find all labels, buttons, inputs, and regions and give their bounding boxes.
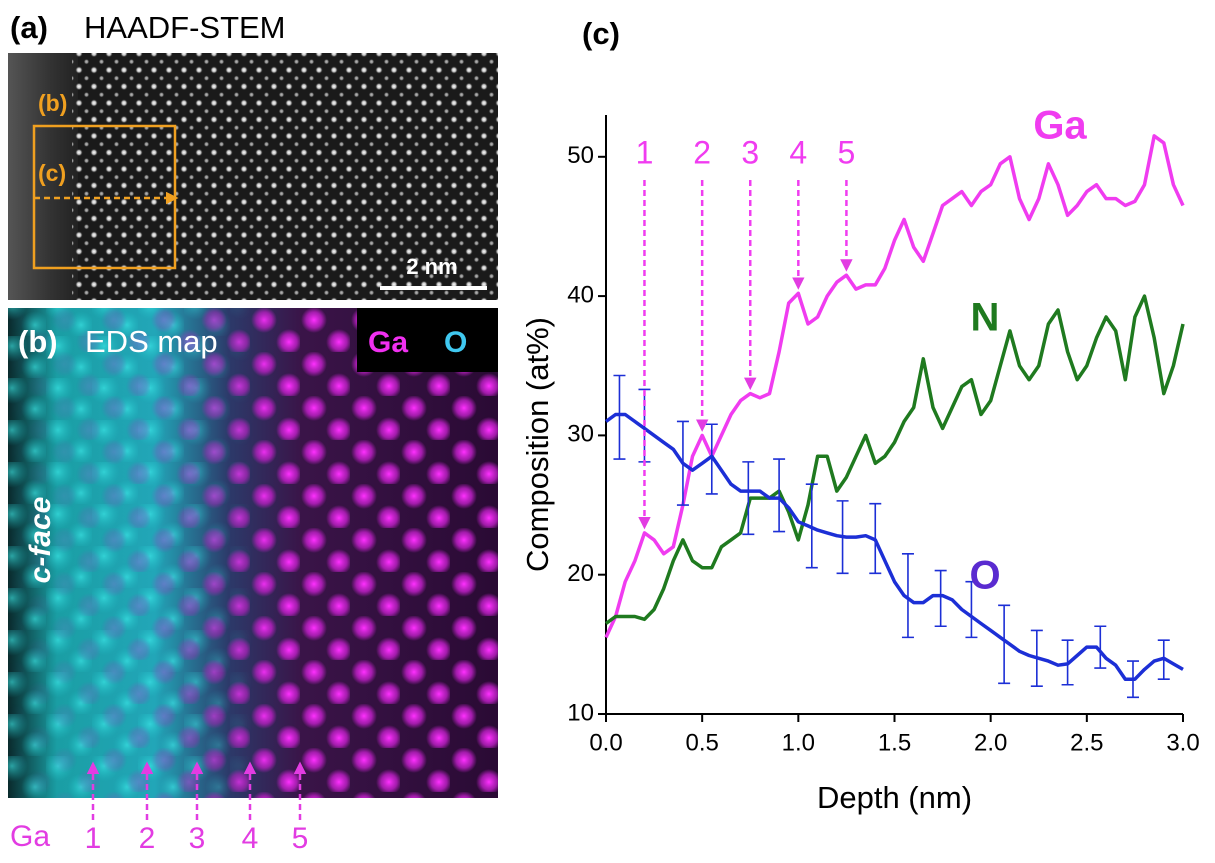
- legend-entry: O: [444, 326, 467, 359]
- column-number: 2: [139, 822, 156, 855]
- series-label: Ga: [1033, 104, 1087, 148]
- x-tick-label: 1.5: [878, 729, 911, 756]
- x-tick-label: 1.0: [782, 729, 815, 756]
- error-bar-line: [934, 569, 947, 628]
- error-bar-line: [901, 553, 914, 639]
- column-number: 4: [242, 822, 259, 855]
- error-bar: [998, 604, 1011, 685]
- series-label: N: [971, 296, 1000, 340]
- series-line: [604, 134, 1185, 639]
- series-label: O: [969, 554, 1000, 598]
- panel-label: (b): [18, 324, 58, 359]
- x-axis-label: Depth (nm): [817, 780, 972, 815]
- legend-entry: Ga: [368, 326, 408, 359]
- error-bar: [869, 502, 882, 575]
- bottom-label: Ga: [10, 820, 50, 853]
- x-tick-label: 2.5: [1070, 729, 1103, 756]
- error-bar-line: [773, 458, 786, 533]
- error-bar: [676, 420, 689, 506]
- y-tick-label: 40: [567, 281, 594, 308]
- error-bar: [1094, 625, 1107, 669]
- column-number: 1: [85, 822, 102, 855]
- error-bar-line: [1126, 660, 1139, 699]
- panel-title: HAADF-STEM: [84, 10, 286, 45]
- panel-title: EDS map: [85, 324, 218, 359]
- marker-label: 3: [741, 134, 759, 170]
- error-bar: [1061, 639, 1074, 686]
- y-tick-label: 10: [567, 699, 594, 726]
- panel-label: (c): [582, 16, 620, 51]
- error-bar: [805, 483, 818, 569]
- series-line: [604, 294, 1185, 625]
- error-bar: [773, 458, 786, 533]
- error-bar-line: [1061, 639, 1074, 686]
- error-bar-line: [998, 604, 1011, 685]
- chart: (c) 10 20 30 40 50 0.0 0.5 1.0 1.5 2.0 2.5 3.0 Depth …: [520, 16, 1200, 815]
- y-tick-label: 30: [567, 421, 594, 448]
- scale-bar-label: 2 nm: [406, 254, 457, 279]
- panel-label: (a): [10, 10, 48, 45]
- error-bar-line: [836, 500, 849, 575]
- x-tick-label: 2.0: [974, 729, 1007, 756]
- y-tick-label: 50: [567, 142, 594, 169]
- column-number: 5: [292, 822, 309, 855]
- error-bar: [1126, 660, 1139, 699]
- y-axis-label: Composition (at%): [520, 317, 555, 572]
- error-bar-line: [965, 580, 978, 639]
- error-bar-line: [805, 483, 818, 569]
- x-tick-label: 3.0: [1166, 729, 1199, 756]
- error-bar-line: [613, 374, 626, 460]
- legend-box: [357, 308, 498, 372]
- marker-label: 5: [838, 134, 856, 170]
- error-bar: [965, 580, 978, 639]
- error-bar-line: [676, 420, 689, 506]
- error-bar: [1030, 629, 1043, 687]
- error-bar-line: [1030, 629, 1043, 687]
- box-label: (b): [38, 90, 67, 116]
- eds-ga-signal: [8, 308, 498, 798]
- series-line: [604, 412, 1184, 681]
- error-bar-line: [1094, 625, 1107, 669]
- x-tick-label: 0.0: [589, 729, 622, 756]
- error-bar: [934, 569, 947, 628]
- error-bar: [901, 553, 914, 639]
- error-bar-line: [1157, 639, 1170, 680]
- error-bar: [613, 374, 626, 460]
- column-number: 3: [189, 822, 206, 855]
- error-bar: [1157, 639, 1170, 680]
- stem-lattice: [72, 53, 498, 300]
- error-bar-line: [742, 461, 755, 536]
- box-label: (c): [38, 160, 66, 186]
- y-tick-label: 20: [567, 560, 594, 587]
- error-bar-line: [869, 502, 882, 575]
- marker-label: 1: [636, 134, 654, 170]
- error-bar: [836, 500, 849, 575]
- marker-label: 2: [693, 134, 711, 170]
- error-bar: [742, 461, 755, 536]
- marker-label: 4: [789, 134, 807, 170]
- stem-surface: [8, 53, 78, 300]
- surface-label: c-face: [24, 497, 57, 584]
- x-tick-label: 0.5: [685, 729, 718, 756]
